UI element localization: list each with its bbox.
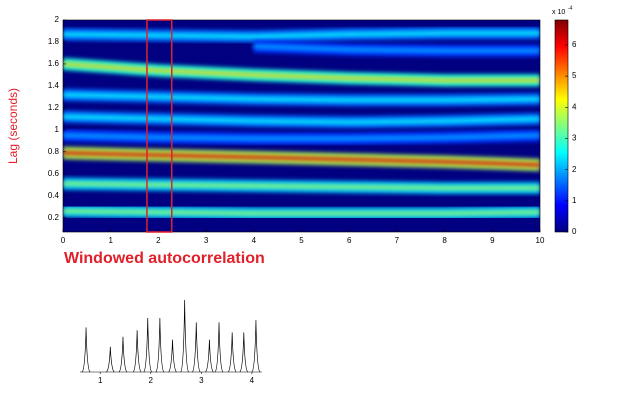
caption: Windowed autocorrelation bbox=[64, 250, 265, 267]
x-tick-label: 7 bbox=[395, 236, 400, 245]
colorbar-exponent: -4 bbox=[568, 5, 573, 11]
x-tick-label: 2 bbox=[149, 376, 154, 385]
y-tick-label: 0.6 bbox=[48, 169, 60, 178]
colorbar bbox=[554, 19, 569, 233]
colorbar-tick-label: 4 bbox=[572, 102, 577, 111]
peak bbox=[168, 339, 177, 373]
ridge bbox=[63, 92, 540, 102]
x-tick-label: 2 bbox=[156, 236, 161, 245]
x-tick-label: 1 bbox=[108, 236, 113, 245]
y-tick-label: 1.2 bbox=[48, 103, 60, 112]
ridge bbox=[63, 62, 540, 83]
ridge bbox=[63, 151, 540, 167]
ridge bbox=[63, 31, 540, 39]
x-tick-label: 4 bbox=[252, 236, 257, 245]
peak bbox=[118, 336, 128, 373]
x-tick-label: 1 bbox=[98, 376, 103, 385]
peak bbox=[251, 320, 261, 373]
ridge bbox=[63, 181, 540, 190]
colorbar-tick-label: 2 bbox=[572, 165, 577, 174]
ridge bbox=[63, 133, 540, 141]
y-tick-label: 0.2 bbox=[48, 213, 60, 222]
peak bbox=[191, 322, 201, 373]
x-tick-label: 8 bbox=[442, 236, 447, 245]
x-tick-label: 9 bbox=[490, 236, 495, 245]
peak bbox=[155, 317, 165, 373]
peak bbox=[81, 327, 91, 373]
ridge bbox=[63, 209, 540, 216]
peak bbox=[132, 330, 142, 373]
peak bbox=[205, 339, 214, 373]
y-tick-label: 1.6 bbox=[48, 59, 60, 68]
colorbar-scale: x 10 bbox=[552, 9, 565, 16]
peak bbox=[239, 332, 249, 373]
colorbar-tick-label: 5 bbox=[572, 71, 577, 80]
y-tick-label: 1.8 bbox=[48, 37, 60, 46]
x-tick-label: 6 bbox=[347, 236, 352, 245]
peak bbox=[214, 322, 224, 373]
y-tick-label: 1 bbox=[55, 125, 60, 134]
colorbar-tick-label: 3 bbox=[572, 134, 577, 143]
y-tick-label: 2 bbox=[55, 15, 60, 24]
colorbar-tick-label: 6 bbox=[572, 40, 577, 49]
x-tick-label: 4 bbox=[250, 376, 255, 385]
y-tick-label: 1.4 bbox=[48, 81, 60, 90]
peak bbox=[106, 346, 115, 373]
peak bbox=[227, 332, 237, 373]
ridges bbox=[63, 27, 540, 220]
y-tick-label: 0.8 bbox=[48, 147, 60, 156]
x-tick-label: 0 bbox=[61, 236, 66, 245]
y-tick-label: 0.4 bbox=[48, 191, 60, 200]
colorbar-tick-label: 0 bbox=[572, 227, 577, 236]
x-tick-label: 10 bbox=[536, 236, 545, 245]
ridge bbox=[253, 44, 540, 53]
x-tick-label: 3 bbox=[199, 376, 204, 385]
colorbar-tick-label: 1 bbox=[572, 196, 577, 205]
ridge bbox=[63, 114, 540, 124]
y-axis-label: Lag (seconds) bbox=[6, 88, 20, 164]
x-tick-label: 5 bbox=[299, 236, 304, 245]
x-tick-label: 3 bbox=[204, 236, 209, 245]
analysis-window bbox=[146, 19, 173, 233]
peak bbox=[143, 317, 153, 373]
peak bbox=[180, 299, 189, 373]
